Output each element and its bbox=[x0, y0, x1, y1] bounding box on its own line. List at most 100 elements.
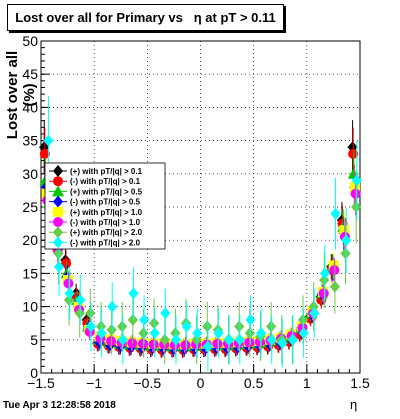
data-point bbox=[117, 320, 128, 333]
data-point bbox=[318, 288, 329, 299]
data-point bbox=[180, 340, 191, 351]
legend-marker bbox=[53, 226, 63, 239]
x-tick-label: 1 bbox=[303, 375, 311, 391]
data-point bbox=[139, 313, 150, 326]
data-point bbox=[349, 182, 360, 193]
y-tick-label: 20 bbox=[22, 232, 38, 248]
y-tick-label: 40 bbox=[22, 99, 38, 115]
data-point bbox=[341, 234, 352, 247]
legend-label: (-) with pT/|q| > 2.0 bbox=[70, 238, 141, 247]
legend-marker bbox=[52, 185, 64, 197]
x-tick-label: 0 bbox=[197, 375, 205, 391]
data-point bbox=[128, 287, 139, 300]
data-point bbox=[329, 265, 340, 276]
data-point bbox=[298, 327, 309, 340]
y-tick-label: 25 bbox=[22, 199, 38, 215]
data-point bbox=[309, 307, 320, 320]
data-point bbox=[160, 307, 171, 320]
legend-label: (+) with pT/|q| > 0.1 bbox=[70, 167, 143, 176]
data-point bbox=[348, 148, 359, 159]
y-tick-label: 35 bbox=[22, 133, 38, 149]
data-point bbox=[266, 333, 277, 346]
legend-box bbox=[44, 162, 166, 250]
data-point bbox=[350, 188, 361, 199]
data-point bbox=[339, 225, 350, 236]
legend-label: (-) with pT/|q| > 1.0 bbox=[70, 218, 141, 227]
data-point bbox=[127, 338, 138, 349]
data-point bbox=[340, 247, 351, 260]
x-tick-label: −1.5 bbox=[27, 375, 55, 391]
legend-marker bbox=[53, 236, 63, 249]
chart-title-box: Lost over all for Primary vs η at pT > 0… bbox=[7, 4, 284, 31]
data-point bbox=[75, 293, 86, 306]
data-point bbox=[256, 327, 267, 340]
data-point bbox=[351, 201, 362, 213]
data-point bbox=[149, 327, 160, 340]
data-point bbox=[106, 323, 117, 336]
x-tick-label: −1 bbox=[86, 375, 102, 391]
data-point bbox=[149, 317, 160, 330]
legend-label: (+) with pT/|q| > 1.0 bbox=[70, 208, 143, 217]
data-point bbox=[61, 258, 72, 269]
data-point bbox=[330, 207, 341, 220]
data-point bbox=[192, 327, 203, 340]
data-point bbox=[53, 247, 64, 260]
data-point bbox=[117, 333, 128, 346]
data-point bbox=[244, 337, 255, 348]
legend-marker bbox=[53, 206, 63, 217]
data-point bbox=[138, 327, 149, 340]
data-point bbox=[107, 300, 118, 313]
data-point bbox=[64, 287, 75, 300]
data-point bbox=[43, 134, 54, 147]
data-point bbox=[39, 148, 50, 159]
legend-marker bbox=[53, 195, 63, 208]
data-point bbox=[74, 307, 85, 320]
data-point bbox=[234, 320, 245, 333]
y-tick-label: 10 bbox=[22, 299, 38, 315]
data-point bbox=[234, 333, 245, 346]
data-point bbox=[54, 260, 65, 273]
data-point bbox=[202, 340, 213, 353]
legend-marker bbox=[53, 217, 63, 227]
data-point bbox=[212, 338, 223, 349]
data-point bbox=[202, 320, 213, 333]
y-tick-label: 50 bbox=[22, 33, 38, 49]
y-tick-label: 45 bbox=[22, 66, 38, 82]
legend-label: (-) with pT/|q| > 0.5 bbox=[70, 198, 141, 207]
x-tick-label: 0.5 bbox=[244, 375, 264, 391]
legend-label: (-) with pT/|q| > 0.1 bbox=[70, 177, 141, 186]
data-point bbox=[181, 320, 192, 333]
data-point bbox=[287, 333, 298, 346]
data-point bbox=[319, 267, 330, 280]
x-axis-title: η bbox=[350, 397, 358, 412]
data-point bbox=[85, 320, 96, 333]
legend-marker bbox=[53, 165, 63, 177]
data-point bbox=[266, 320, 277, 333]
data-point bbox=[127, 313, 138, 326]
legend-label: (+) with pT/|q| > 2.0 bbox=[70, 228, 143, 237]
y-tick-label: 15 bbox=[22, 265, 38, 281]
data-point bbox=[85, 307, 96, 320]
data-point bbox=[106, 336, 117, 347]
data-point bbox=[277, 337, 288, 350]
x-tick-label: 1.5 bbox=[350, 375, 370, 391]
y-tick-label: 0 bbox=[30, 365, 38, 381]
y-tick-label: 30 bbox=[22, 166, 38, 182]
data-point bbox=[329, 280, 340, 293]
data-point bbox=[159, 333, 170, 346]
y-tick-label: 5 bbox=[30, 332, 38, 348]
data-point bbox=[244, 327, 255, 340]
data-point bbox=[137, 338, 148, 349]
data-point bbox=[213, 327, 224, 340]
chart-title: Lost over all for Primary vs η at pT > 0… bbox=[15, 10, 276, 25]
data-point bbox=[171, 333, 182, 346]
footer-timestamp: Tue Apr 3 12:28:58 2018 bbox=[3, 400, 116, 411]
data-point bbox=[148, 339, 159, 350]
data-point bbox=[351, 174, 362, 187]
data-point bbox=[245, 313, 256, 326]
x-tick-label: −0.5 bbox=[134, 375, 162, 391]
data-point bbox=[224, 333, 235, 346]
legend-label: (+) with pT/|q| > 0.5 bbox=[70, 187, 143, 196]
